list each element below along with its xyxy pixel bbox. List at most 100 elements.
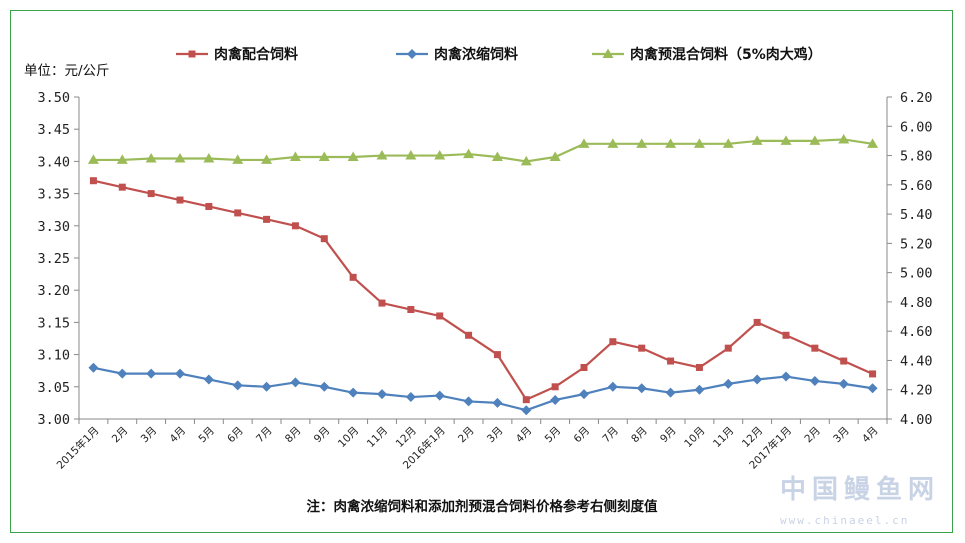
- data-point: [491, 151, 503, 162]
- legend-label: 肉禽浓缩饲料: [434, 46, 518, 63]
- series-3: [87, 133, 879, 166]
- data-point: [693, 138, 705, 148]
- data-point: [205, 202, 213, 210]
- data-point: [261, 154, 273, 164]
- data-point: [521, 405, 532, 416]
- data-point: [809, 375, 820, 386]
- data-point: [838, 378, 849, 389]
- x-tick-label: 7月: [600, 425, 621, 446]
- data-point: [752, 374, 763, 385]
- right-tick-label: 5.60: [900, 178, 933, 194]
- data-point: [174, 152, 186, 163]
- data-point: [175, 368, 185, 379]
- data-point: [867, 138, 879, 148]
- data-point: [465, 331, 473, 339]
- data-point: [116, 154, 128, 164]
- data-point: [319, 381, 330, 392]
- x-tick-label: 2月: [802, 425, 823, 446]
- data-point: [176, 196, 184, 204]
- data-point: [232, 154, 244, 164]
- right-axis-ticks: 6.20 6.00 5.80 5.60 5.40 5.20 5.00 4.80 4.60 4.40…: [887, 90, 933, 428]
- right-tick-label: 4.40: [900, 353, 933, 369]
- chart-frame: [10, 10, 953, 533]
- data-point: [407, 306, 415, 314]
- data-point: [665, 138, 677, 148]
- data-point: [234, 209, 242, 217]
- data-point: [609, 338, 617, 346]
- x-tick-label: 2月: [456, 425, 477, 446]
- data-point: [405, 392, 416, 403]
- data-point: [89, 177, 97, 185]
- data-point: [376, 150, 388, 160]
- series-line: [93, 138, 873, 163]
- data-point: [580, 363, 588, 371]
- data-point: [434, 390, 445, 401]
- data-point: [493, 351, 501, 359]
- data-point: [463, 148, 475, 159]
- data-point: [549, 151, 561, 162]
- data-point: [782, 331, 790, 339]
- data-point: [88, 362, 99, 373]
- data-point: [290, 377, 301, 388]
- data-point: [578, 138, 590, 148]
- left-tick-label: 3.20: [37, 283, 70, 299]
- data-point: [809, 135, 821, 145]
- data-point: [638, 344, 646, 352]
- data-point: [377, 389, 387, 400]
- right-tick-label: 4.60: [900, 324, 933, 340]
- x-tick-label: 2月: [110, 425, 131, 446]
- left-axis-ticks: 3.50 3.45 3.40 3.35 3.30 3.25 3.20 3.15 3.10 3.05…: [37, 90, 79, 428]
- right-tick-label: 4.80: [900, 295, 933, 311]
- left-tick-label: 3.30: [37, 219, 70, 235]
- data-point: [780, 135, 792, 145]
- data-point: [405, 150, 417, 160]
- series-line: [93, 179, 874, 401]
- left-tick-label: 3.25: [37, 251, 70, 267]
- legend-item-2: 肉禽浓缩饲料: [396, 46, 518, 63]
- data-point: [203, 374, 214, 385]
- data-point: [665, 387, 676, 398]
- data-point: [695, 363, 703, 371]
- data-point: [318, 151, 330, 162]
- right-tick-label: 4.00: [900, 412, 933, 428]
- x-tick-label: 4月: [860, 425, 881, 446]
- data-point: [203, 152, 215, 163]
- data-point: [147, 190, 155, 198]
- x-tick-label: 4月: [514, 425, 535, 446]
- data-point: [751, 135, 763, 145]
- left-tick-label: 3.45: [37, 122, 70, 138]
- left-tick-label: 3.00: [37, 412, 70, 428]
- data-point: [117, 368, 128, 379]
- x-tick-label: 2015年1月: [54, 424, 102, 472]
- series-line: [93, 366, 873, 412]
- data-point: [551, 383, 559, 391]
- x-tick-label: 3月: [485, 425, 506, 446]
- legend-swatch-marker: [407, 49, 417, 59]
- data-point: [232, 380, 243, 391]
- data-point: [723, 378, 734, 389]
- data-point: [378, 299, 386, 307]
- data-point: [320, 235, 328, 243]
- x-tick-label: 5月: [543, 425, 564, 446]
- data-point: [434, 150, 446, 160]
- legend-swatch-marker: [188, 50, 196, 58]
- legend-item-1: 肉禽配合饲料: [176, 46, 298, 63]
- data-point: [520, 155, 532, 166]
- data-point: [550, 394, 561, 405]
- legend-label: 肉禽预混合饲料（5%肉大鸡）: [630, 46, 822, 63]
- data-point: [636, 138, 648, 148]
- x-tick-label: 6月: [225, 425, 246, 446]
- data-point: [145, 152, 157, 163]
- data-point: [753, 318, 761, 326]
- x-tick-label: 5月: [196, 425, 217, 446]
- data-point: [867, 383, 878, 394]
- left-tick-label: 3.05: [37, 380, 70, 396]
- data-point: [667, 357, 675, 365]
- x-tick-label: 8月: [283, 425, 304, 446]
- x-tick-label: 10月: [682, 425, 707, 450]
- x-tick-label: 4月: [167, 425, 188, 446]
- data-point: [724, 344, 732, 352]
- right-tick-label: 5.20: [900, 236, 933, 252]
- x-tick-label: 11月: [365, 425, 390, 450]
